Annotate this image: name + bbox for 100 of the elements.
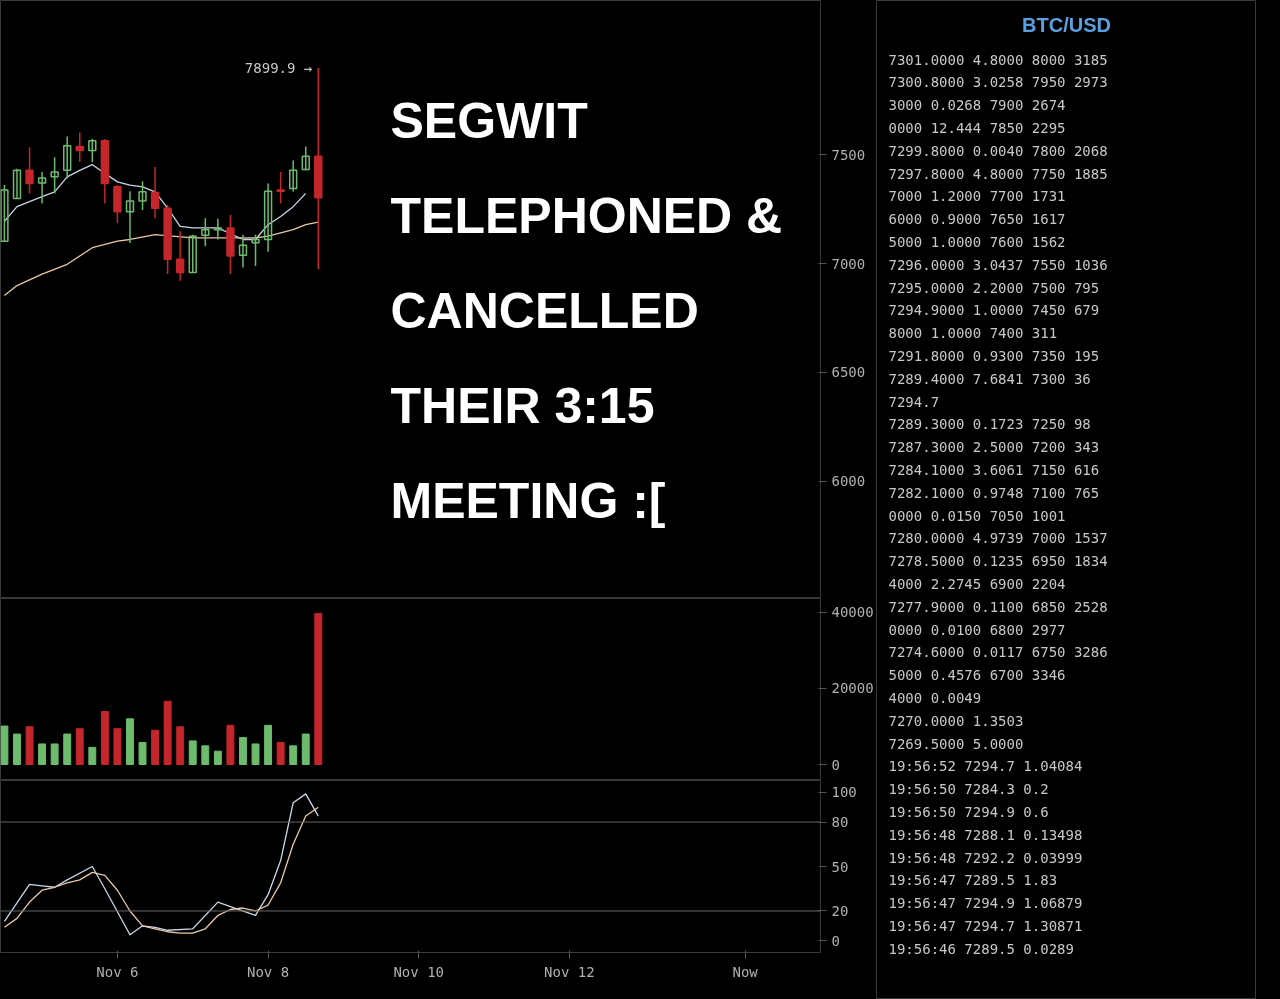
candlestick [88,138,97,163]
candlestick [63,135,72,180]
y-tick-label: 6500 [831,364,866,381]
x-tick-label: Nov 10 [393,963,445,980]
text: 7291.8000 0.9300 7350 195 [888,347,1100,364]
text: 0000 12.444 7850 2295 [888,119,1066,136]
bar [188,740,197,766]
candlestick [150,166,160,219]
bar [163,700,172,766]
x-tick-label: Nov 6 [96,963,139,980]
bar [63,733,72,766]
text: 0000 0.0100 6800 2977 [888,621,1066,638]
candlestick [201,217,210,247]
text: 19:56:47 7294.9 1.06879 [888,895,1083,912]
text: 7269.5000 5.0000 [888,735,1024,752]
text: 19:56:50 7284.3 0.2 [888,781,1049,798]
text: 0000 0.0150 7050 1001 [888,507,1066,524]
x-tick-label: Nov 8 [247,963,290,980]
bar [25,726,34,766]
text: 19:56:47 7289.5 1.83 [888,872,1058,889]
text: 19:56:50 7294.9 0.6 [888,803,1049,820]
text: 5000 0.4576 6700 3346 [888,667,1066,684]
annotation: CANCELLED [390,282,699,339]
y-tick-label: 7500 [831,146,866,163]
text: 7274.6000 0.0117 6750 3286 [888,644,1108,661]
candlestick [301,145,310,172]
text: 19:56:48 7292.2 0.03999 [888,849,1083,866]
y-tick-label: 7000 [831,255,866,272]
text: 7294.9000 1.0000 7450 679 [888,302,1100,319]
bar [126,718,134,766]
y-tick-label: 20 [831,902,849,919]
text: 7287.3000 2.5000 7200 343 [888,439,1100,456]
y-tick-label: 40000 [831,604,874,621]
bar [264,724,273,766]
text: 19:56:46 7289.5 0.0289 [888,940,1074,957]
candlestick [138,180,147,211]
bar [226,724,235,766]
text: 7270.0000 1.3503 [888,712,1024,729]
candlestick [50,156,59,195]
text: 5000 1.0000 7600 1562 [888,233,1066,250]
candlestick [288,159,298,193]
text: 7000 1.2000 7700 1731 [888,188,1066,205]
text: 19:56:48 7288.1 0.13498 [888,826,1083,843]
candlestick [213,218,223,241]
candlestick [125,190,135,244]
y-tick-label: 6000 [831,473,866,490]
text: 19:56:47 7294.7 1.30871 [888,917,1083,934]
candlestick [188,233,197,274]
annotation: TELEPHONED & [390,187,783,244]
bar [314,612,323,766]
y-tick-label: 50 [831,858,849,875]
candlestick [238,233,248,269]
text: 7277.9000 0.1100 6850 2528 [888,598,1108,615]
bar [100,711,109,766]
bar [151,729,160,766]
bar [113,728,122,766]
candlestick [25,146,34,195]
bar [13,733,21,766]
text: 19:56:52 7294.7 1.04084 [888,758,1083,775]
text: 7294.7 [888,393,940,410]
annotation: THEIR 3:15 [390,377,655,434]
text: 7299.8000 0.0040 7800 2068 [888,142,1108,159]
candlestick [175,230,185,282]
candlestick [0,184,9,242]
text: 7295.0000 2.2000 7500 795 [888,279,1100,296]
text: 7284.1000 3.6061 7150 616 [888,461,1100,478]
text: 4000 0.0049 [888,689,982,706]
bar [201,745,210,766]
bar [38,743,47,766]
text: 7280.0000 4.9739 7000 1537 [888,530,1108,547]
bar [251,743,260,766]
annotation: SEGWIT [390,92,588,149]
candlestick [276,171,285,205]
text: 6000 0.9000 7650 1617 [888,211,1066,228]
y-tick-label: 0 [831,756,840,773]
bar [239,736,247,766]
y-tick-label: 100 [831,784,857,801]
text: 7300.8000 3.0258 7950 2973 [888,74,1108,91]
text: 7297.8000 4.8000 7750 1885 [888,165,1108,182]
y-tick-label: 80 [831,814,849,831]
text: 7289.3000 0.1723 7250 98 [888,416,1091,433]
x-tick-label: Nov 12 [544,963,595,980]
y-tick-label: 0 [831,932,840,949]
annotation: 7899.9 → [244,59,313,76]
annotation: MEETING :[ [390,472,666,529]
y-tick-label: 20000 [831,680,874,697]
text: 7289.4000 7.6841 7300 36 [888,370,1091,387]
candlestick [251,233,260,267]
bar [138,741,147,766]
text: BTC/USD [1022,13,1111,36]
bar [301,733,310,766]
bar [50,743,59,766]
bar [88,746,97,766]
bar [75,728,84,766]
text: 8000 1.0000 7400 311 [888,325,1058,342]
bar [213,750,222,766]
candlestick [12,168,22,200]
text: 7296.0000 3.0437 7550 1036 [888,256,1108,273]
text: 7278.5000 0.1235 6950 1834 [888,553,1108,570]
candlestick [37,171,47,205]
